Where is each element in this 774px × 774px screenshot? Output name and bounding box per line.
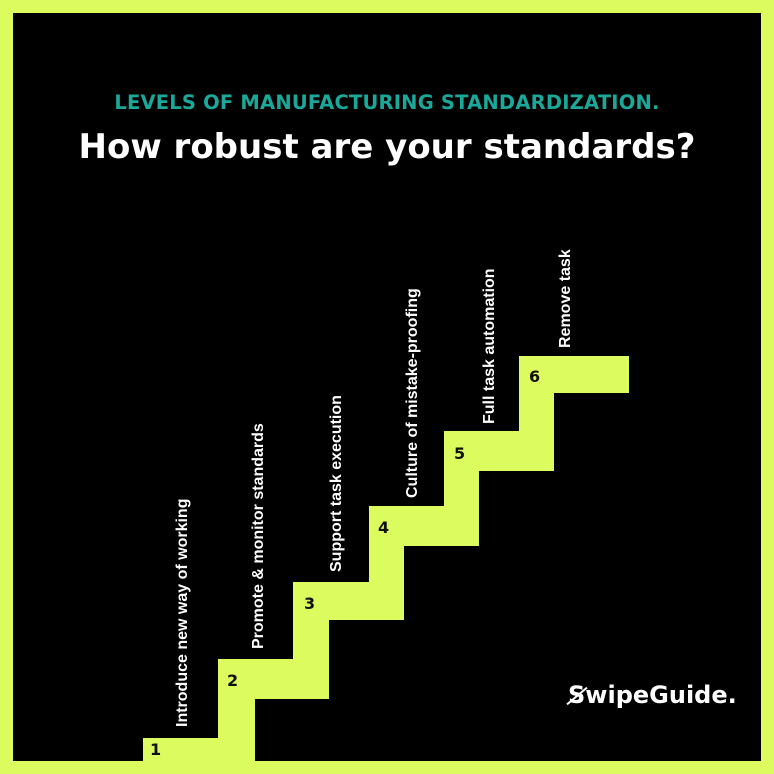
staircase-shape (143, 356, 629, 761)
logo-wordmark: wipeGuide. (585, 681, 737, 709)
logo-slashed-s: S (568, 681, 586, 709)
step-label-5: Full task automation (481, 268, 498, 424)
step-label-2: Promote & monitor standards (250, 423, 267, 649)
step-label-1: Introduce new way of working (174, 499, 191, 727)
step-label-4: Culture of mistake-proofing (404, 288, 421, 498)
step-label-3: Support task execution (328, 395, 345, 572)
step-number-3: 3 (304, 594, 315, 613)
step-label-6: Remove task (557, 249, 574, 348)
infographic-panel: LEVELS OF MANUFACTURING STANDARDIZATION.… (13, 13, 761, 761)
step-number-2: 2 (227, 671, 238, 690)
swipeguide-logo: SwipeGuide. (568, 681, 737, 709)
step-number-4: 4 (378, 518, 389, 537)
step-number-5: 5 (454, 444, 465, 463)
staircase-diagram: 1 2 3 4 5 6 Introduce new way of working… (143, 249, 629, 761)
page-title: How robust are your standards? (78, 127, 696, 167)
step-number-1: 1 (150, 740, 161, 759)
step-number-6: 6 (529, 367, 540, 386)
subtitle: LEVELS OF MANUFACTURING STANDARDIZATION. (114, 91, 660, 114)
